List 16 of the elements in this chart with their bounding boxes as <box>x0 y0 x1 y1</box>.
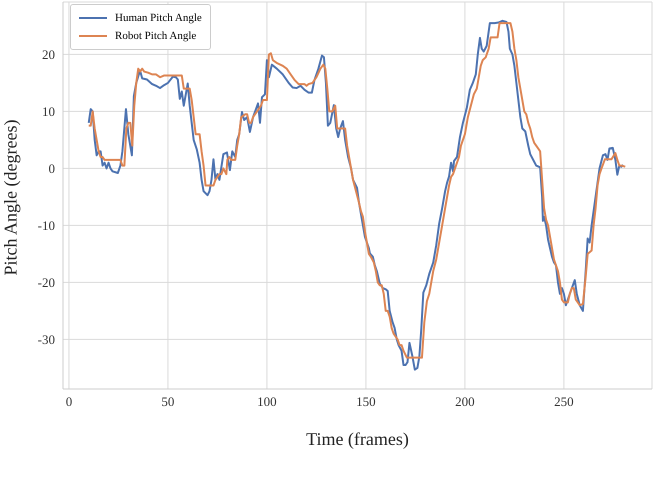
x-tick-label: 250 <box>554 394 574 410</box>
y-tick-label: -30 <box>38 332 55 348</box>
x-tick-label: 0 <box>66 394 72 410</box>
y-tick-label: -20 <box>38 275 55 290</box>
y-tick-label: -10 <box>38 218 55 234</box>
x-tick-label: 50 <box>161 394 174 410</box>
legend-label: Human Pitch Angle <box>115 12 202 24</box>
y-axis-title: Pitch Angle (degrees) <box>0 120 20 276</box>
y-tick-label: 10 <box>42 104 55 120</box>
x-axis-title: Time (frames) <box>306 429 409 449</box>
x-tick-label: 150 <box>356 394 376 410</box>
x-tick-label: 200 <box>455 394 475 410</box>
y-tick-label: 0 <box>48 161 55 176</box>
x-tick-label: 100 <box>257 394 277 410</box>
y-tick-label: 20 <box>42 47 55 62</box>
legend-label: Robot Pitch Angle <box>115 30 196 42</box>
